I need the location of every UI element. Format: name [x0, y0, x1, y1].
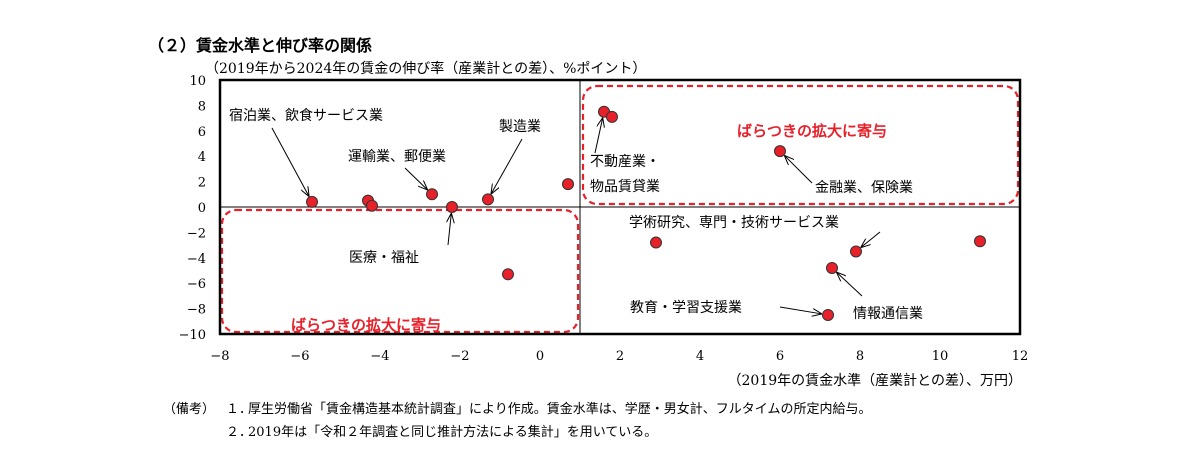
data-point	[446, 201, 458, 213]
y-tick-label: 2	[198, 176, 206, 191]
y-tick-label: −2	[187, 226, 206, 241]
figure-heading: （２）賃金水準と伸び率の関係	[148, 36, 373, 55]
note-number: １．	[226, 402, 253, 417]
y-tick-label: −10	[179, 328, 206, 343]
annotation-arrow	[491, 138, 523, 193]
data-point	[822, 308, 834, 321]
annotation-label: 運輸業、郵便業	[348, 149, 446, 165]
annotation-label: 物品賃貸業	[590, 179, 660, 195]
annotation-arrow	[271, 127, 309, 196]
note-number: ２．	[226, 425, 253, 440]
data-point	[826, 261, 838, 274]
x-tick-label: −2	[450, 349, 469, 364]
annotation-arrow	[779, 306, 821, 314]
y-tick-label: −8	[187, 303, 206, 318]
annotation-arrow	[861, 231, 881, 247]
highlight-region-2	[220, 208, 580, 334]
annotation-label: 製造業	[499, 119, 541, 135]
annotation-arrow	[448, 214, 451, 246]
notes: （備考） １． 厚生労働省「賃金構造基本統計調査」により作成。賃金水準は、学歴・…	[163, 398, 871, 444]
note-text: 2019年は「令和２年調査と同じ推計方法による集計」を用いている。	[248, 425, 658, 440]
annotation-arrow	[837, 273, 863, 297]
notes-label: （備考）	[163, 402, 216, 417]
data-points	[306, 105, 986, 321]
data-point	[366, 199, 378, 212]
data-point	[650, 236, 662, 249]
y-tick-label: 8	[198, 99, 206, 114]
note-row-1: （備考） １． 厚生労働省「賃金構造基本統計調査」により作成。賃金水準は、学歴・…	[163, 398, 871, 421]
highlight-region-label: ばらつきの拡大に寄与	[291, 316, 441, 334]
y-tick-label: −4	[187, 252, 206, 267]
x-axis-title: （2019年の賃金水準（産業計との差）、万円）	[728, 373, 1023, 389]
annotation-arrow	[404, 167, 427, 189]
scatter-chart: （2019年から2024年の賃金の伸び率（産業計との差）、%ポイント） ばらつき…	[179, 60, 1029, 389]
data-point	[850, 245, 862, 258]
x-tick-label: 6	[776, 349, 784, 364]
annotation-label: 医療・福祉	[349, 249, 419, 266]
y-tick-label: −6	[187, 277, 206, 292]
x-tick-label: 0	[536, 349, 544, 364]
annotation-arrows	[271, 119, 881, 314]
x-tick-label: −6	[290, 349, 309, 364]
x-tick-label: −4	[370, 349, 389, 364]
y-tick-label: 10	[189, 74, 206, 89]
plot-area	[218, 78, 1022, 336]
annotation-arrow	[785, 156, 813, 184]
data-point	[482, 193, 494, 206]
note-text: 厚生労働省「賃金構造基本統計調査」により作成。賃金水準は、学歴・男女計、フルタイ…	[248, 402, 872, 417]
data-point	[562, 178, 574, 191]
data-point	[502, 268, 514, 281]
data-point	[426, 188, 438, 201]
data-point	[306, 195, 318, 208]
y-tick-label: 4	[198, 150, 206, 165]
annotation-label: 不動産業・	[590, 154, 660, 170]
x-tick-label: 12	[1012, 349, 1029, 364]
x-tick-label: 2	[616, 349, 624, 364]
annotation-label: 情報通信業	[853, 306, 923, 322]
data-point	[974, 235, 986, 248]
annotation-label: 宿泊業、飲食サービス業	[229, 107, 383, 124]
x-tick-label: −8	[210, 349, 229, 364]
x-tick-label: 4	[696, 349, 704, 364]
axis-ticks: −8 −6 −4 −2 0 2 4 6 8 10 12 10 8 6 4 2 0 −2 −4 −6 −8 −10	[179, 74, 1029, 364]
x-tick-label: 8	[856, 349, 864, 364]
data-point	[774, 145, 786, 158]
data-point	[606, 110, 618, 123]
x-tick-label: 10	[932, 349, 949, 364]
annotation-label: 学術研究、専門・技術サービス業	[629, 215, 839, 231]
highlight-region-1	[581, 84, 1020, 206]
y-axis-title: （2019年から2024年の賃金の伸び率（産業計との差）、%ポイント）	[205, 60, 646, 77]
y-tick-label: 6	[198, 125, 206, 140]
annotation-arrow	[594, 119, 603, 154]
annotation-label: 金融業、保険業	[815, 180, 913, 196]
y-tick-label: 0	[198, 201, 206, 216]
highlight-region-label: ばらつきの拡大に寄与	[737, 122, 887, 140]
note-row-2: ２． 2019年は「令和２年調査と同じ推計方法による集計」を用いている。	[163, 421, 871, 444]
annotation-label: 教育・学習支援業	[630, 300, 742, 316]
